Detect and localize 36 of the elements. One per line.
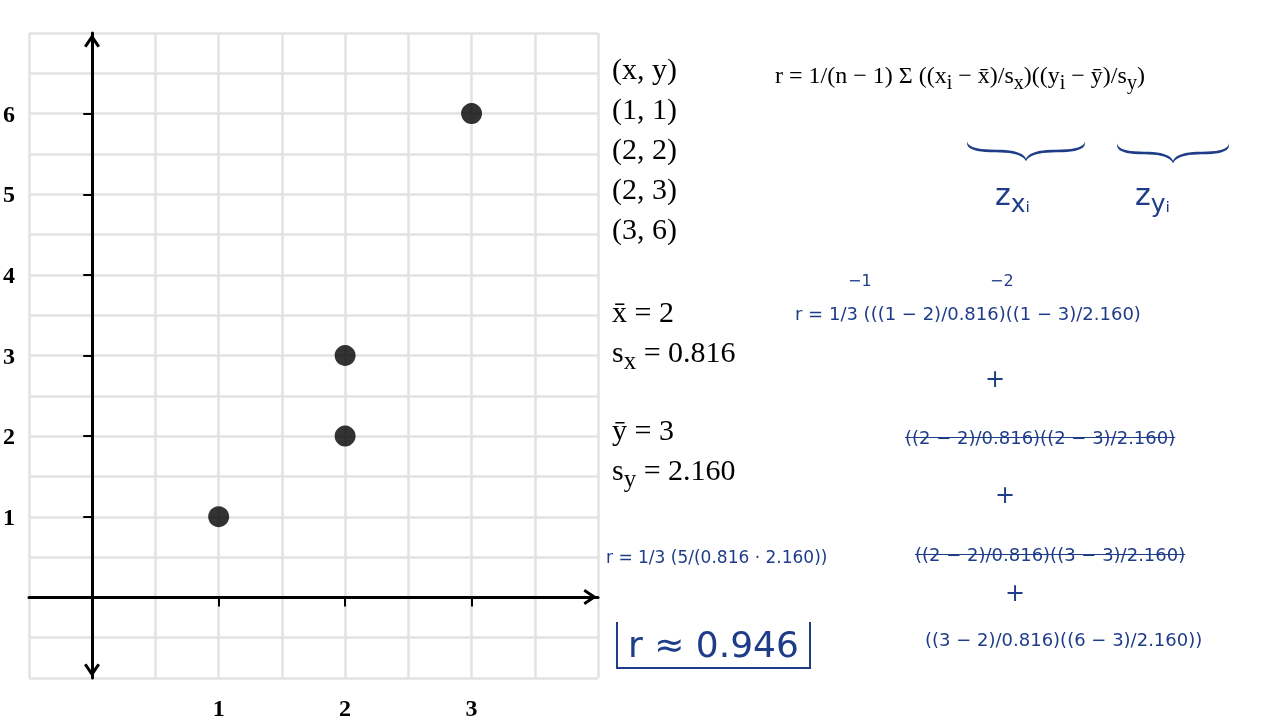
point [461,103,483,125]
text: z$_{yᵢ}$ [1135,177,1171,219]
point [334,425,356,447]
text: (x, y) [612,52,677,87]
x-tick-label: 3 [465,695,478,720]
y-tick-label: 1 [3,503,15,530]
y-tick-label: 3 [3,342,15,369]
text: s$_{y}$ = 2.160 [612,453,736,494]
text: ((3 − 2)/0.816)((6 − 3)/2.160)) [925,629,1203,651]
y-tick-label: 4 [3,261,15,288]
text: r = 1/3 (5/(0.816 · 2.160)) [606,547,828,568]
x-tick-label: 1 [212,695,225,720]
text: x̄ = 2 [612,295,674,330]
text: r = 1/3 (((1 − 2)/0.816)((1 − 3)/2.160) [795,303,1141,325]
y-tick-label: 6 [3,100,15,127]
text: −2 [990,271,1014,291]
text: (3, 6) [612,212,677,247]
point [334,345,356,366]
text: ((2 − 2)/0.816)((3 − 3)/2.160) [915,544,1186,566]
text: + [1005,579,1026,608]
text: r ≈ 0.946 [616,622,811,670]
text: r = 1/(n − 1) Σ ((x$_{i}$ − x̄)/s$_{x}$)((y$_{i}$ − ȳ)/s$_{y}$) [775,62,1145,93]
text: ȳ = 3 [612,413,674,448]
text: s$_{x}$ = 0.816 [612,335,736,376]
text: −1 [848,271,872,291]
x-tick-label: 2 [339,695,352,720]
point [208,506,230,528]
text: + [985,365,1006,394]
text: ((2 − 2)/0.816)((2 − 3)/2.160) [905,427,1176,449]
text: (1, 1) [612,92,677,127]
y-tick-label: 5 [3,181,15,208]
text: (2, 2) [612,132,677,167]
text: (2, 3) [612,172,677,207]
text: z$_{xᵢ}$ [995,177,1031,219]
text: + [995,481,1016,510]
y-tick-label: 2 [3,423,15,450]
